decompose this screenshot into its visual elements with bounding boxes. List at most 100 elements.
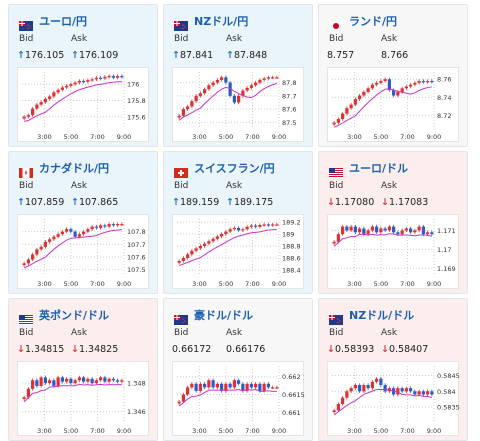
candle <box>94 226 98 228</box>
candle <box>375 226 379 233</box>
rate-card[interactable]: スイスフラン/円 Bid Ask ↑189.159 ↑189.175 189.2… <box>163 151 313 294</box>
moving-average-line <box>333 389 432 416</box>
chart-svg: 1.171 1.17 1.169 3:00 5:00 7:00 9:00 <box>332 219 456 288</box>
mini-candle-chart[interactable]: 0.5845 0.584 0.5835 3:00 5:00 7:00 9:00 <box>327 361 460 436</box>
candle <box>220 383 224 391</box>
pair-name[interactable]: ユーロ/ドル <box>349 162 409 175</box>
mini-candle-chart[interactable]: 176 175.8 175.6 3:00 5:00 7:00 9:00 <box>17 67 149 142</box>
pair-name[interactable]: カナダドル/円 <box>39 162 110 175</box>
y-tick-label: 1.169 <box>437 265 456 273</box>
moving-average-line <box>23 228 122 269</box>
candle <box>228 229 232 232</box>
pair-name[interactable]: NZドル/円 <box>194 15 249 28</box>
candle <box>417 226 421 231</box>
ask-value: ↑176.109 <box>71 50 119 61</box>
candle <box>26 259 30 264</box>
card-title[interactable]: カナダドル/円 <box>19 160 110 178</box>
card-title[interactable]: 豪ドル/ドル <box>174 307 254 325</box>
moving-average-line <box>333 86 432 128</box>
x-tick-label: 9:00 <box>427 133 442 141</box>
chart-svg: 107.8 107.7 107.6 107.5 3:00 5:00 7:00 9:00 <box>22 219 146 288</box>
candle <box>211 380 215 388</box>
rate-card[interactable]: ユーロ/円 Bid Ask ↑176.105 ↑176.109 176 175.8… <box>8 4 158 147</box>
chart-svg: 0.662 0.6615 0.661 3:00 5:00 7:00 9:00 <box>177 366 305 435</box>
candle <box>254 383 258 388</box>
y-tick-label: 0.662 <box>282 373 301 381</box>
candle <box>65 229 69 232</box>
mini-candle-chart[interactable]: 1.171 1.17 1.169 3:00 5:00 7:00 9:00 <box>327 214 459 289</box>
candle <box>409 388 413 392</box>
arrow-down-icon: ↓ <box>327 197 335 208</box>
candle <box>207 241 211 244</box>
ask-value: ↓1.34825 <box>71 344 119 355</box>
candle <box>249 85 253 88</box>
mini-candle-chart[interactable]: 0.662 0.6615 0.661 3:00 5:00 7:00 9:00 <box>172 361 305 436</box>
x-tick-label: 3:00 <box>192 280 207 288</box>
candle <box>383 79 387 82</box>
card-title[interactable]: ランド/円 <box>329 13 398 31</box>
candle <box>103 377 107 382</box>
candle <box>211 238 215 242</box>
candle <box>43 241 47 247</box>
pair-name[interactable]: スイスフラン/円 <box>194 162 275 175</box>
rate-card[interactable]: ランド/円 Bid Ask 8.757 8.766 8.76 8.74 8.72 3:… <box>318 4 468 147</box>
candle <box>370 84 374 89</box>
pair-name[interactable]: ユーロ/円 <box>39 15 88 28</box>
rate-card[interactable]: 英ポンド/ドル Bid Ask ↓1.34815 ↓1.34825 1.348 1… <box>8 298 158 441</box>
candle <box>111 76 115 78</box>
rate-card[interactable]: カナダドル/円 Bid Ask ↑107.859 ↑107.865 107.8 1… <box>8 151 158 294</box>
pair-name[interactable]: ランド/円 <box>349 15 398 28</box>
rate-card[interactable]: NZドル/円 Bid Ask ↑87.841 ↑87.848 87.8 87.7 8… <box>163 4 313 147</box>
candle <box>245 226 249 230</box>
candle <box>232 228 236 230</box>
candle <box>349 388 353 392</box>
mini-candle-chart[interactable]: 107.8 107.7 107.6 107.5 3:00 5:00 7:00 9:00 <box>17 214 149 289</box>
card-title[interactable]: 英ポンド/ドル <box>19 307 110 325</box>
bid-value: ↑176.105 <box>17 50 65 61</box>
candle <box>345 391 349 398</box>
card-title[interactable]: NZドル/ドル <box>329 307 415 325</box>
candle <box>237 380 241 384</box>
ask-label: Ask <box>226 34 243 44</box>
card-title[interactable]: ユーロ/ドル <box>329 160 409 178</box>
candle <box>56 377 60 386</box>
candle <box>186 106 190 110</box>
card-title[interactable]: NZドル/円 <box>174 13 249 31</box>
candle <box>345 108 349 114</box>
rate-card[interactable]: 豪ドル/ドル Bid Ask 0.66172 0.66176 0.662 0.66… <box>163 298 313 441</box>
candle <box>82 377 86 382</box>
pair-name[interactable]: NZドル/ドル <box>349 309 415 322</box>
moving-average-line <box>23 383 122 403</box>
candle <box>224 383 228 391</box>
candle <box>387 226 391 231</box>
mini-candle-chart[interactable]: 87.8 87.7 87.6 87.5 3:00 5:00 7:00 9:00 <box>172 67 304 142</box>
candle <box>345 226 349 231</box>
pair-name[interactable]: 英ポンド/ドル <box>39 309 110 322</box>
bid-label: Bid <box>19 181 34 191</box>
rate-card[interactable]: NZドル/ドル Bid Ask ↓0.58393 ↓0.58407 0.5845… <box>318 298 468 441</box>
ask-value: ↓1.17083 <box>381 197 429 208</box>
y-tick-label: 87.6 <box>282 106 296 114</box>
x-tick-label: 5:00 <box>219 280 234 288</box>
mini-candle-chart[interactable]: 189.2 189 188.8 188.6 188.4 3:00 5:00 7:00 9:00 <box>172 214 304 289</box>
x-tick-label: 3:00 <box>37 280 52 288</box>
pair-name[interactable]: 豪ドル/ドル <box>194 309 254 322</box>
mini-candle-chart[interactable]: 8.76 8.74 8.72 3:00 5:00 7:00 9:00 <box>327 67 459 142</box>
candle <box>392 226 396 233</box>
candle <box>94 77 98 80</box>
candle <box>39 102 43 105</box>
candle <box>203 243 207 246</box>
candle <box>181 394 185 402</box>
candle <box>383 228 387 231</box>
moving-average-line <box>178 82 278 121</box>
card-title[interactable]: スイスフラン/円 <box>174 160 275 178</box>
mini-candle-chart[interactable]: 1.348 1.346 3:00 5:00 7:00 9:00 <box>17 361 149 436</box>
rate-card[interactable]: ユーロ/ドル Bid Ask ↓1.17080 ↓1.17083 1.171 1.… <box>318 151 468 294</box>
card-title[interactable]: ユーロ/円 <box>19 13 88 31</box>
x-tick-label: 5:00 <box>374 280 389 288</box>
candle <box>211 82 215 86</box>
candle <box>275 224 279 226</box>
candle <box>336 404 340 411</box>
candle <box>43 98 47 103</box>
chart-svg: 1.348 1.346 3:00 5:00 7:00 9:00 <box>22 366 146 435</box>
